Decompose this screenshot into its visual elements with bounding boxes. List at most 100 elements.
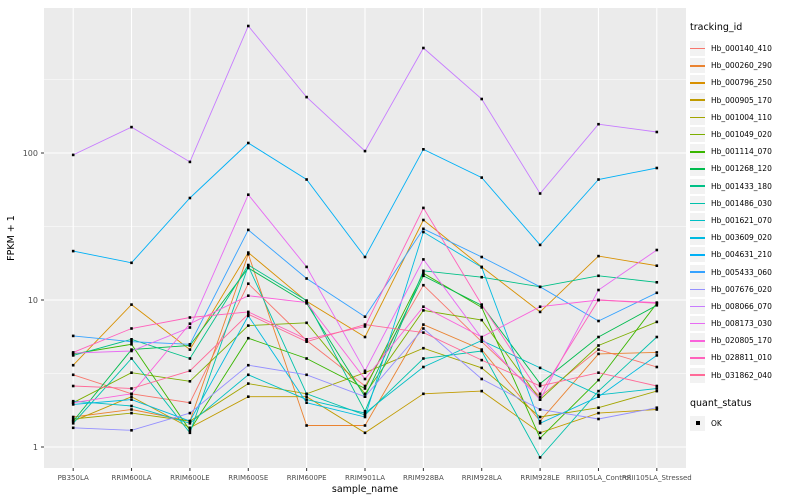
legend-key-swatch — [690, 41, 705, 57]
data-point — [188, 348, 192, 351]
legend-item-label: Hb_005433_060 — [711, 267, 772, 277]
data-point — [597, 411, 600, 415]
data-point — [538, 382, 542, 385]
data-point — [363, 315, 367, 318]
data-point — [597, 406, 600, 409]
data-point — [247, 228, 250, 232]
data-point — [480, 389, 483, 393]
data-point — [422, 269, 425, 273]
x-tick-label: RRIM600SE — [228, 474, 268, 482]
data-point — [247, 282, 250, 285]
data-point — [422, 357, 425, 360]
data-point — [130, 303, 133, 306]
data-point — [130, 392, 133, 396]
data-point — [305, 340, 308, 343]
data-point — [130, 125, 133, 129]
data-point — [422, 346, 425, 350]
data-point — [363, 431, 367, 435]
data-point — [538, 456, 542, 459]
legend-line-icon — [690, 151, 705, 153]
data-point — [71, 373, 75, 377]
data-point — [597, 348, 600, 351]
data-point — [480, 318, 483, 322]
legend-item: Hb_005433_060 — [690, 263, 800, 280]
data-point — [480, 275, 483, 279]
legend-item: Hb_000260_290 — [690, 57, 800, 74]
data-point — [538, 419, 542, 423]
legend-tracking-id: tracking_id Hb_000140_410 Hb_000260_290 Hb… — [690, 22, 800, 432]
data-point — [71, 334, 75, 338]
data-point — [538, 384, 542, 388]
data-point — [363, 335, 367, 339]
data-point — [305, 373, 308, 377]
legend-key-swatch — [690, 298, 705, 314]
data-point — [247, 363, 250, 367]
legend-line-icon — [690, 133, 705, 136]
data-point — [188, 369, 192, 373]
data-point — [480, 176, 483, 179]
legend-item-label: Hb_000905_170 — [711, 95, 772, 105]
data-point — [422, 230, 425, 234]
data-point — [538, 392, 542, 396]
data-point — [480, 306, 483, 309]
data-point — [480, 266, 483, 269]
data-point — [422, 148, 425, 151]
quant-status-legend-items: OK — [690, 415, 800, 432]
legend-line-icon — [690, 202, 705, 205]
data-point — [363, 369, 367, 373]
data-point — [247, 264, 250, 268]
data-point — [422, 305, 425, 308]
legend-line-icon — [690, 271, 705, 273]
legend-item-label: Hb_001004_110 — [711, 112, 772, 122]
data-point — [363, 149, 367, 153]
data-point — [130, 429, 133, 432]
data-point — [480, 348, 483, 351]
legend-item-label: Hb_001433_180 — [711, 181, 772, 191]
legend-key-swatch — [690, 161, 705, 177]
data-point — [422, 274, 425, 278]
x-tick-label: RRIM928BA — [403, 474, 444, 482]
legend-item: Hb_001621_070 — [690, 212, 800, 229]
data-point — [538, 431, 542, 435]
legend-line-icon — [690, 374, 705, 377]
x-axis-title: sample_name — [332, 484, 398, 495]
data-point — [538, 192, 542, 195]
x-tick-label: RRII105LA_Stressed — [622, 474, 692, 482]
data-point — [422, 227, 425, 231]
data-point — [480, 303, 483, 306]
data-point — [130, 261, 133, 265]
x-tick-label: RRIM928LE — [520, 474, 560, 482]
legend-item-label: Hb_000260_290 — [711, 61, 772, 71]
data-point — [597, 393, 600, 397]
data-point — [71, 422, 75, 425]
data-point — [188, 357, 192, 360]
legend-line-icon — [690, 322, 705, 325]
data-point — [655, 384, 659, 388]
data-point — [247, 312, 250, 316]
data-point — [188, 326, 192, 329]
legend-item-label: Hb_008173_030 — [711, 319, 772, 329]
data-point — [655, 408, 659, 411]
legend-key-swatch — [690, 109, 705, 125]
data-point — [597, 319, 600, 323]
legend-line-icon — [690, 185, 705, 187]
data-point — [538, 436, 542, 440]
legend-key-swatch — [690, 195, 705, 211]
data-point — [655, 130, 659, 134]
quant-status-label: OK — [711, 418, 722, 428]
data-point — [422, 323, 425, 326]
data-point — [188, 419, 192, 423]
legend-key-swatch — [690, 281, 705, 297]
legend-key-swatch — [690, 230, 705, 246]
data-point — [247, 193, 250, 196]
data-point — [130, 404, 133, 408]
data-point — [305, 392, 308, 396]
data-point — [363, 410, 367, 413]
data-point — [655, 320, 659, 324]
data-point — [655, 302, 659, 305]
data-point — [247, 395, 250, 398]
data-point — [247, 324, 250, 327]
legend-key-swatch — [690, 212, 705, 228]
data-point — [597, 417, 600, 421]
x-tick-label: RRIM600PE — [287, 474, 327, 482]
